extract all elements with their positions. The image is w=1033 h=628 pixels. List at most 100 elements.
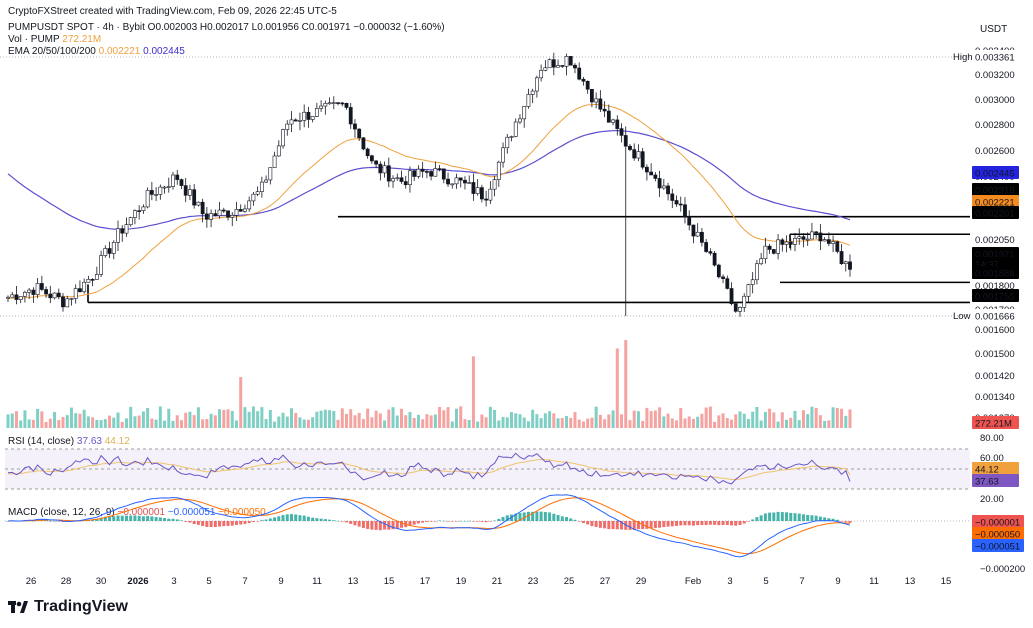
candle-body [716, 264, 721, 278]
volume-bar [421, 419, 425, 428]
macd-hist-bar [704, 521, 708, 526]
candle-body [534, 77, 539, 92]
candle [458, 177, 463, 188]
macd-hist-bar [548, 512, 552, 521]
volume-bar [175, 415, 179, 428]
candle-body [488, 188, 493, 201]
candle [501, 142, 505, 168]
candle [175, 169, 180, 185]
volume-bar [620, 414, 624, 428]
candle [171, 171, 175, 190]
candle [188, 184, 192, 201]
volume-bar [810, 406, 814, 428]
volume-bar [256, 411, 260, 428]
macd-hist-bar [793, 513, 797, 521]
macd-hist-bar [442, 520, 446, 522]
candle-body [310, 116, 315, 120]
candle-body [822, 239, 827, 242]
candle [539, 64, 544, 82]
macd-hist-bar [755, 517, 759, 521]
volume-bar [133, 416, 137, 428]
candle [35, 277, 40, 299]
macd-hist-bar [311, 517, 315, 521]
candle-body [437, 168, 442, 170]
rsi-value-2: 44.12 [104, 436, 130, 447]
candle [818, 223, 823, 251]
candle-body [369, 155, 374, 162]
macd-hist-bar [251, 521, 255, 522]
candle-body [251, 193, 256, 202]
candle-body [361, 137, 366, 150]
candle [619, 123, 624, 143]
volume-bar [433, 414, 437, 428]
price-badge-bg [972, 206, 1019, 219]
volume-bar [552, 413, 556, 428]
candle-body [479, 187, 484, 200]
volume-bar [230, 410, 234, 428]
candle [357, 128, 362, 142]
candle [403, 175, 408, 189]
volume-bar [192, 415, 196, 428]
macd-hist-bar [366, 521, 370, 529]
candle [488, 181, 493, 204]
volume-bar [425, 414, 429, 428]
price-tick-label: 0.001800 [975, 281, 1015, 292]
candle [581, 76, 586, 86]
candle-body [492, 179, 497, 190]
volume-bar [116, 412, 120, 428]
macd-hist-bar [687, 521, 691, 526]
volume-bar [298, 417, 302, 428]
time-tick-label: 17 [420, 576, 431, 587]
macd-hist-bar [501, 516, 505, 521]
candle-body [137, 210, 142, 212]
volume-bar [65, 415, 69, 428]
volume-bar [725, 418, 729, 428]
candle-body [395, 177, 400, 180]
candle [606, 104, 611, 123]
macd-hist-bar [636, 521, 640, 530]
candle [179, 178, 184, 190]
time-tick-label: 21 [492, 576, 503, 587]
macd-hist-bar [48, 520, 52, 522]
candle-body [336, 102, 340, 104]
candle [623, 126, 628, 316]
candle [628, 144, 632, 152]
macd-signal-badge: −0.000050 [975, 530, 1020, 541]
candle [56, 288, 61, 300]
macd-hist-bar [226, 521, 230, 526]
ema-value-1: 0.002221 [98, 46, 141, 57]
candle [133, 209, 137, 225]
price-tick-label: 0.001420 [975, 371, 1015, 382]
volume-bar [395, 415, 399, 428]
candle [217, 201, 222, 219]
candle-body [810, 231, 814, 240]
volume-bar [44, 421, 48, 428]
candle [116, 220, 120, 252]
candle [564, 53, 569, 76]
tradingview-logo[interactable]: TradingView [8, 598, 128, 616]
macd-hist-bar [383, 521, 387, 530]
volume-bar [488, 406, 492, 428]
candle [742, 293, 747, 312]
candle [145, 187, 150, 209]
volume-bar [785, 419, 789, 428]
candle-body [721, 276, 725, 279]
candle [509, 135, 514, 142]
volume-bar [306, 419, 310, 428]
macd-hist-bar [734, 521, 738, 526]
macd-hist-badge-bg [972, 515, 1024, 528]
candle-body [31, 289, 36, 295]
volume-bar [120, 421, 124, 428]
candle [437, 164, 442, 172]
price-tick-label: 0.002600 [975, 146, 1015, 157]
volume-bar [179, 420, 183, 428]
candle-body [784, 241, 789, 245]
volume-bar [53, 412, 57, 428]
candle-body [484, 198, 489, 201]
volume-bar [124, 418, 128, 428]
volume-bar [565, 416, 569, 428]
volume-bar [467, 420, 471, 428]
macd-hist-bar [450, 521, 454, 522]
macd-hist-bar [488, 521, 492, 522]
